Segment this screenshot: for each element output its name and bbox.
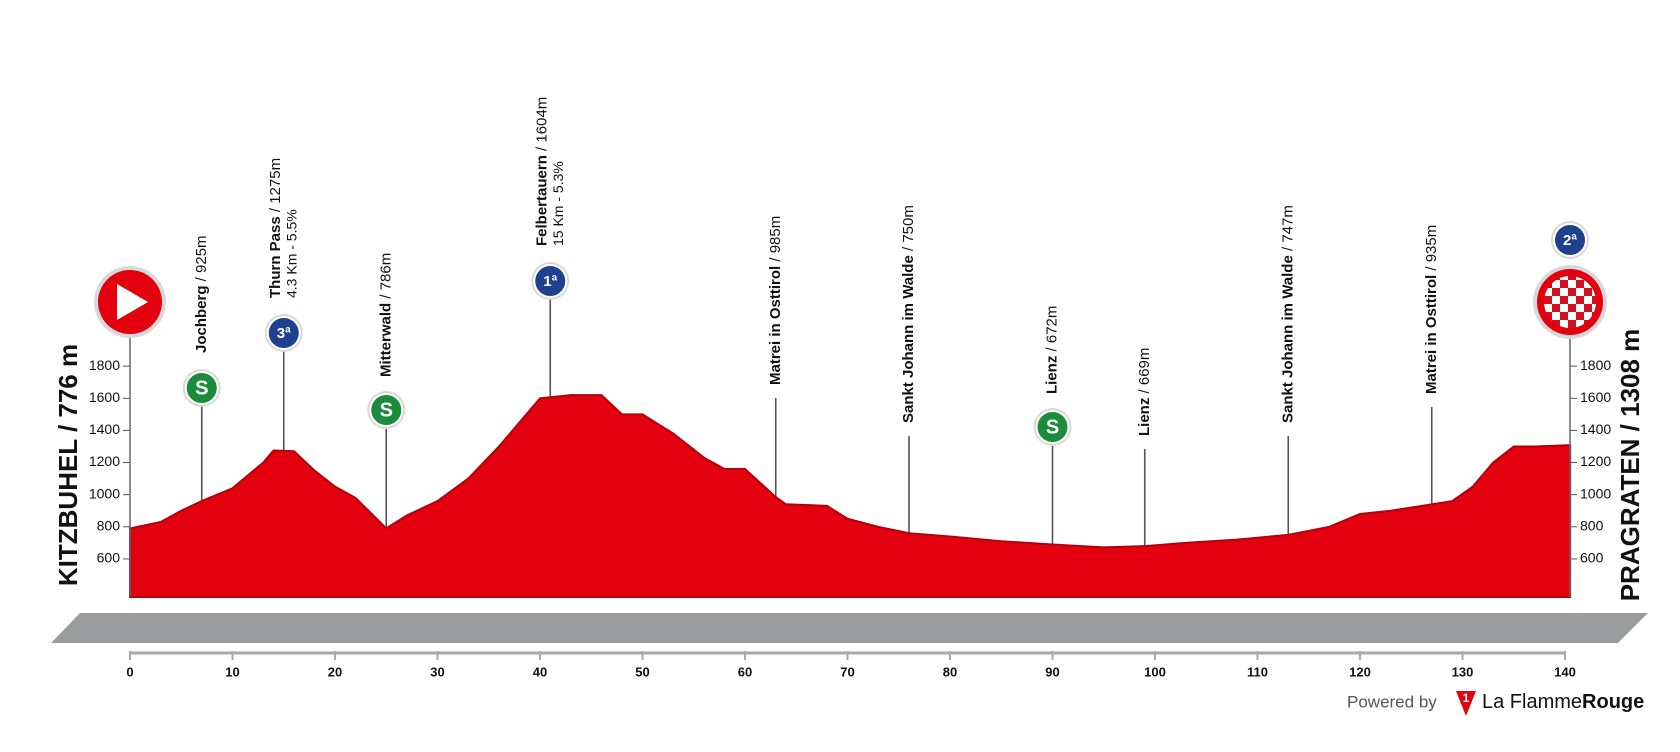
y-tick-label: 1400 bbox=[1580, 421, 1611, 437]
waypoint-label: Felbertauern / 1604m bbox=[533, 97, 550, 246]
waypoint-detail: / 1275m bbox=[267, 158, 284, 212]
waypoint-name: Lienz bbox=[1136, 398, 1153, 436]
waypoint-name: Matrei in Osttirol bbox=[1423, 275, 1440, 394]
waypoint-icon bbox=[266, 316, 301, 350]
finish-marker bbox=[1533, 265, 1607, 597]
waypoint-icon bbox=[184, 371, 219, 405]
waypoint-icon-text: S bbox=[195, 377, 208, 399]
credit: Powered by 1 La FlammeRouge bbox=[1347, 691, 1644, 716]
waypoint-name: Sankt Johann im Walde bbox=[1279, 255, 1296, 423]
x-tick-label: 80 bbox=[943, 664, 957, 679]
waypoint-icon bbox=[369, 393, 404, 427]
y-tick-label: 1600 bbox=[89, 389, 120, 405]
waypoint-name: Lienz bbox=[1043, 356, 1060, 394]
waypoint-detail: / 669m bbox=[1136, 348, 1153, 394]
x-tick-label: 130 bbox=[1452, 664, 1474, 679]
y-tick-label: 1400 bbox=[89, 421, 120, 437]
waypoint-name: Felbertauern bbox=[533, 155, 550, 246]
x-tick-label: 20 bbox=[328, 664, 342, 679]
waypoint-detail: / 935m bbox=[1423, 225, 1440, 271]
waypoint-label: Lienz / 672m bbox=[1043, 306, 1060, 394]
x-tick-label: 70 bbox=[840, 664, 854, 679]
waypoint-icon-text: 3ª bbox=[277, 325, 291, 342]
waypoint-name: Thurn Pass bbox=[267, 216, 284, 298]
waypoint-detail: / 747m bbox=[1279, 205, 1296, 251]
waypoint-icon-text: S bbox=[1046, 416, 1059, 438]
x-tick-label: 60 bbox=[738, 664, 752, 679]
logo bbox=[1456, 691, 1476, 716]
credit-prefix: Powered by bbox=[1347, 692, 1437, 711]
start-label: KITZBUHEL / 776 m bbox=[53, 344, 83, 586]
logo-text: 1 bbox=[1463, 691, 1470, 705]
y-tick-label: 800 bbox=[97, 517, 121, 533]
finish-icon-text: 2ª bbox=[1563, 232, 1577, 249]
y-tick-label: 800 bbox=[1580, 517, 1604, 533]
waypoint-icon bbox=[1035, 410, 1070, 444]
waypoint-detail: / 750m bbox=[900, 205, 917, 251]
y-tick-label: 600 bbox=[1580, 550, 1604, 566]
brand-bold: Rouge bbox=[1582, 691, 1644, 713]
y-tick-label: 1000 bbox=[1580, 485, 1611, 501]
finish-label: PRAGRATEN / 1308 m bbox=[1615, 329, 1645, 602]
x-tick-label: 30 bbox=[430, 664, 444, 679]
x-tick-label: 100 bbox=[1144, 664, 1166, 679]
brand: La Flamme bbox=[1482, 691, 1582, 713]
finish-icon bbox=[1553, 223, 1587, 257]
start-marker bbox=[94, 266, 166, 597]
y-tick-label: 1800 bbox=[89, 357, 120, 373]
x-tick-label: 140 bbox=[1554, 664, 1576, 679]
waypoint-detail: / 985m bbox=[767, 216, 784, 262]
waypoint-label: Jochberg / 925m bbox=[193, 235, 210, 353]
credit-brand: La FlammeRouge bbox=[1482, 691, 1644, 713]
km-bar bbox=[51, 613, 1648, 643]
waypoint-icon-text: 1ª bbox=[543, 273, 557, 290]
waypoint-name: Mitterwald bbox=[377, 303, 394, 377]
waypoint-icon-text: S bbox=[380, 399, 393, 421]
x-tick-label: 50 bbox=[635, 664, 649, 679]
waypoint-label: Sankt Johann im Walde / 750m bbox=[900, 205, 917, 423]
waypoint-grade: 4.3 Km - 5.5% bbox=[283, 209, 299, 298]
waypoint-label: Thurn Pass / 1275m bbox=[267, 158, 284, 298]
x-tick-label: 10 bbox=[225, 664, 239, 679]
y-tick-label: 1000 bbox=[89, 485, 120, 501]
waypoint-detail: / 925m bbox=[193, 235, 210, 281]
waypoint-detail: / 672m bbox=[1043, 306, 1060, 352]
x-tick-label: 90 bbox=[1045, 664, 1059, 679]
x-tick-label: 110 bbox=[1247, 664, 1268, 679]
y-tick-label: 1800 bbox=[1580, 357, 1611, 373]
x-tick-label: 120 bbox=[1349, 664, 1371, 679]
waypoint-name: Sankt Johann im Walde bbox=[900, 255, 917, 423]
elevation-profile bbox=[129, 394, 1572, 598]
waypoint-label: Matrei in Osttirol / 935m bbox=[1423, 225, 1440, 394]
x-tick-label: 0 bbox=[126, 664, 133, 679]
waypoint-label: Sankt Johann im Walde / 747m bbox=[1279, 205, 1296, 423]
waypoint-label: Matrei in Osttirol / 985m bbox=[767, 216, 784, 385]
waypoint-grade: 15 Km - 5.3% bbox=[550, 161, 566, 246]
y-tick-label: 600 bbox=[97, 550, 121, 566]
y-tick-label: 1200 bbox=[1580, 453, 1611, 469]
x-tick-label: 40 bbox=[533, 664, 547, 679]
waypoint-label: Mitterwald / 786m bbox=[377, 253, 394, 377]
waypoint-detail: / 1604m bbox=[533, 97, 550, 151]
waypoint-icon bbox=[533, 264, 568, 298]
waypoint-name: Matrei in Osttirol bbox=[767, 266, 784, 385]
y-tick-label: 1600 bbox=[1580, 389, 1611, 405]
waypoint-name: Jochberg bbox=[193, 285, 210, 353]
waypoint-label: Lienz / 669m bbox=[1136, 348, 1153, 436]
waypoint-detail: / 786m bbox=[377, 253, 394, 299]
y-tick-label: 1200 bbox=[89, 453, 120, 469]
